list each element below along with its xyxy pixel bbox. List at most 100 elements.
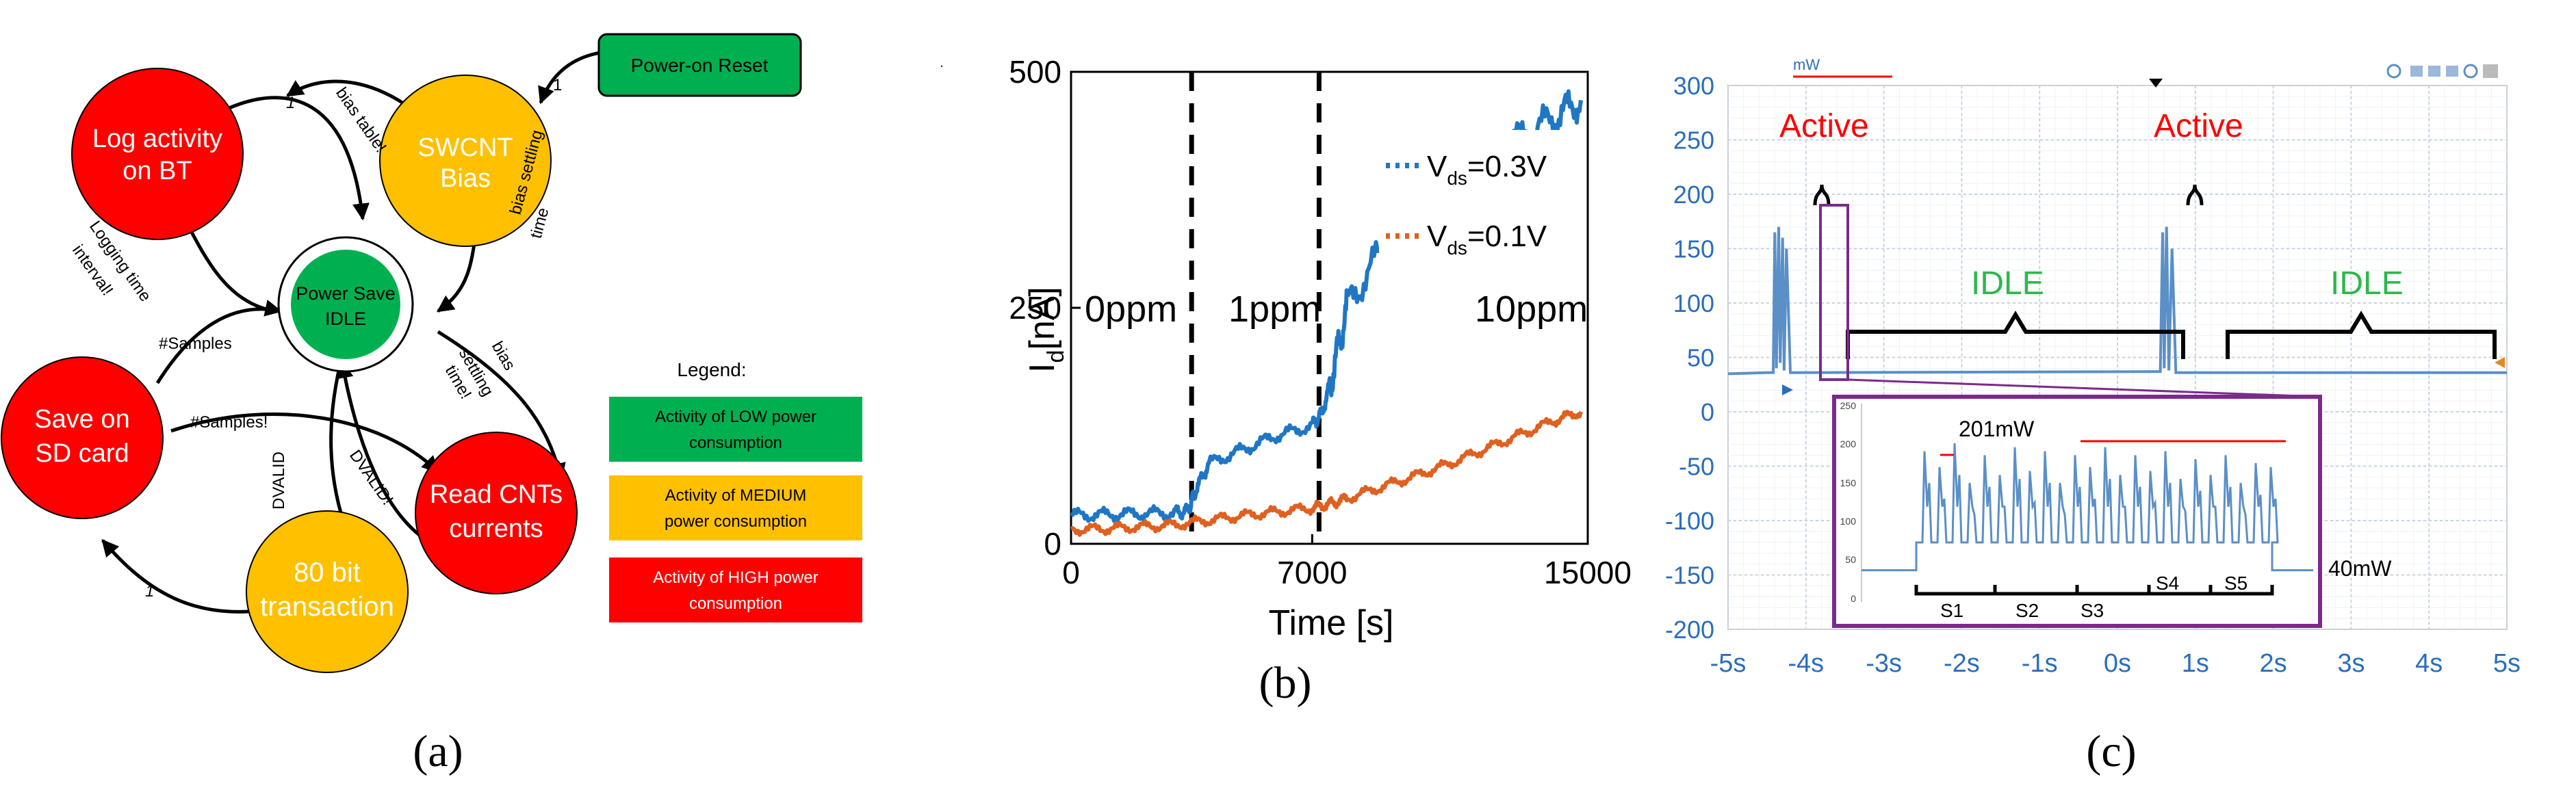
state-save-sd-line1: Save on [34,405,129,434]
region-0ppm: 0ppm [1085,289,1177,330]
c-ytick-label: 100 [1673,289,1714,317]
c-xtick-label: 5s [2493,649,2521,678]
state-power-on-reset [597,33,802,97]
state-power-on-reset-label: Power-on Reset [631,55,769,76]
c-xtick-label: -3s [1866,649,1902,678]
state-save-sd [1,356,164,519]
zoom-connector [1847,378,2321,398]
segment-s2: S2 [2015,600,2039,621]
level-marker-icon [2495,357,2505,368]
label-bias-b1: bias [488,339,519,374]
legend-title: Legend: [677,359,746,380]
c-xtick-label: 3s [2337,649,2365,678]
inset-tick-150: 150 [1840,477,1857,488]
arrow-transaction-to-sd [101,539,274,614]
zoom-icon[interactable] [2386,64,2401,79]
tool-icon-3[interactable] [2446,66,2458,77]
arrow-log-to-idle [224,96,370,221]
tool-icon-2[interactable] [2428,66,2440,77]
c-xtick-label: 1s [2182,649,2209,678]
state-read-cnts [415,432,578,594]
inset-brackets [1914,585,2274,596]
panel-b: . 0 7000 15000 0 250 500 0ppm 1ppm 10ppm Vds=… [940,53,1632,708]
state-log-activity-line2: on BT [123,157,192,185]
brace-active-1 [1813,184,1831,206]
c-ytick-label: -150 [1665,562,1714,590]
state-log-activity [71,68,244,240]
chart-b-dot: . [940,53,944,70]
c-xtick-label: -1s [2022,649,2058,678]
label-dvalid-1: DVALID [270,451,288,510]
toolbar-icons [2386,64,2498,79]
c-power-trace [1727,226,2507,376]
chart-b-xlabel: Time [s] [1269,603,1394,643]
c-ytick-label: 0 [1701,398,1714,426]
c-ytick-label: 300 [1673,72,1714,100]
caption-b: (b) [1259,658,1312,708]
panel-a: Power-on Reset Log activity on BT SWCNT … [1,33,862,776]
trigger-marker-icon [2149,79,2163,88]
b-xtick-label: 0 [1062,555,1080,590]
c-ytick-label: 250 [1673,127,1714,155]
inset-peak-label: 201mW [1959,417,2035,441]
state-swcnt-bias-line1: SWCNT [417,133,513,162]
label-active-1: Active [1779,108,1869,144]
legend-high [609,557,862,622]
chart-c-unit: mW [1793,56,1820,73]
caption-c: (c) [2086,726,2136,776]
tool-icon-1[interactable] [2410,66,2423,77]
region-10ppm: 10ppm [1475,289,1588,330]
label-samples-1: #Samples [159,334,232,353]
b-ytick-label: 500 [1009,54,1061,90]
state-transaction-line2: transaction [260,592,394,622]
state-log-activity-line1: Log activity [92,124,222,153]
c-xtick-label: 4s [2415,649,2443,678]
b-ytick-label: 250 [1009,290,1061,326]
label-samples-2: #Samples! [190,413,268,432]
legend-low [609,397,862,462]
inset-tick-200: 200 [1840,438,1857,449]
region-1ppm: 1ppm [1228,289,1321,330]
segment-s5: S5 [2224,573,2247,594]
state-swcnt-bias [379,75,552,247]
c-xtick-label: 0s [2104,649,2131,678]
search-icon[interactable] [2463,64,2478,79]
brace-active-2 [2186,184,2204,206]
brace-idle-2 [2226,311,2497,359]
inset-trace [1862,443,2313,572]
state-power-save-line1: Power Save [296,283,396,304]
c-xtick-label: -5s [1710,649,1747,678]
chart-b-ylabel: Id[nA] [1022,287,1069,373]
c-ytick-label: -100 [1665,507,1714,535]
legend-medium [609,475,862,540]
segment-s3: S3 [2081,600,2104,621]
label-bias-table: bias table! [332,84,390,156]
label-one-top: 1 [286,94,295,112]
legend-medium-line1: Activity of MEDIUM [665,486,807,505]
legend-entry-03: Vds=0.3V [1427,150,1547,189]
state-transaction-line1: 80 bit [294,557,361,588]
c-xtick-label: 2s [2260,649,2287,678]
inset-plot [1861,404,2313,602]
caption-a: (a) [413,726,463,776]
settings-icon[interactable] [2483,64,2498,78]
inset-tick-0: 0 [1851,593,1856,604]
label-one-reset: 1 [553,76,562,94]
c-xtick-label: -2s [1944,649,1980,678]
segment-s1: S1 [1940,600,1963,621]
transition-arrows [101,49,685,614]
legend-low-line2: consumption [689,434,782,452]
c-xtick-label: -4s [1788,649,1824,678]
c-ytick-label: 200 [1673,181,1714,209]
legend-entry-01: Vds=0.1V [1427,220,1547,259]
zoom-region [1819,204,1849,381]
arrow-samples [155,300,283,384]
arrow-samples-2 [170,412,439,473]
label-active-2: Active [2154,108,2243,144]
state-save-sd-line2: SD card [35,439,129,468]
state-power-save-line2: IDLE [325,308,366,329]
legend-medium-line2: power consumption [665,512,807,531]
c-ytick-label: -50 [1679,453,1714,481]
b-ytick-label: 0 [1044,526,1061,562]
state-swcnt-bias-line2: Bias [440,164,491,193]
